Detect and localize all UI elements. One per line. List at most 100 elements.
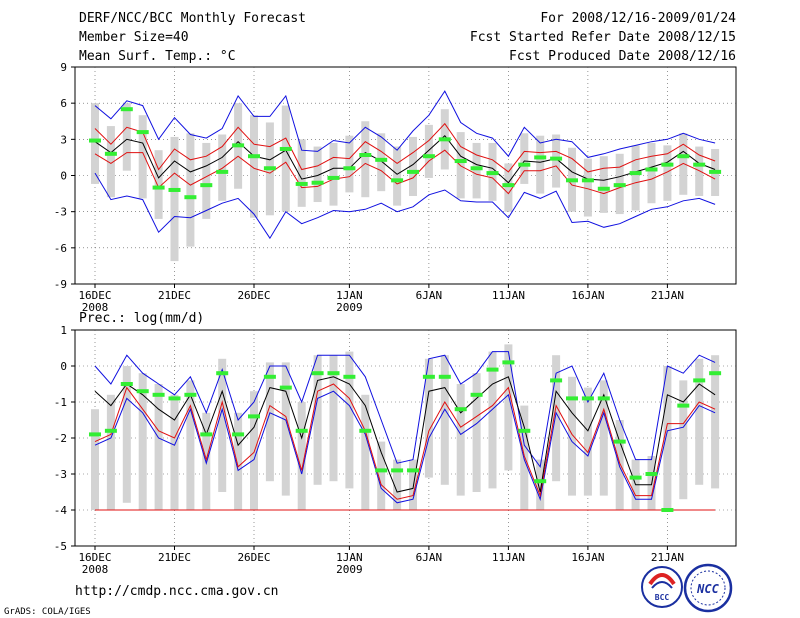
range-bar: [695, 358, 704, 485]
series-spread-lower: [94, 149, 716, 195]
y-tick-label: -6: [54, 242, 67, 255]
observed-marker: [470, 392, 483, 397]
x-tick-label: 21JAN: [651, 551, 684, 564]
range-bar: [472, 373, 481, 492]
footer-url[interactable]: http://cmdp.ncc.cma.gov.cn: [75, 584, 279, 599]
range-bar: [377, 441, 386, 510]
observed-marker: [216, 371, 229, 376]
observed-marker: [375, 468, 388, 473]
member-size: Member Size=40: [79, 30, 189, 45]
observed-marker: [661, 162, 674, 167]
y-tick-label: -4: [54, 504, 68, 517]
observed-marker: [263, 374, 276, 379]
range-bar: [583, 387, 592, 496]
range-bar: [377, 133, 386, 192]
observed-marker: [407, 169, 419, 174]
range-bar: [679, 133, 688, 195]
range-bar: [91, 409, 99, 510]
observed-marker: [550, 156, 563, 161]
range-bar: [329, 355, 338, 482]
x-tick-label: 16JAN: [571, 551, 604, 564]
y-tick-label: 6: [60, 97, 67, 110]
range-bar: [504, 163, 513, 212]
range-bar: [424, 124, 433, 178]
x-tick-label: 16JAN: [571, 289, 604, 302]
observed-marker: [645, 472, 658, 476]
observed-marker: [518, 162, 531, 167]
observed-marker: [709, 371, 722, 376]
observed-marker: [391, 468, 404, 473]
range-bar: [393, 459, 402, 510]
bcc-logo: BCC: [641, 566, 683, 608]
observed-marker: [184, 392, 197, 397]
range-bar: [456, 384, 465, 496]
observed-marker: [677, 403, 690, 408]
observed-marker: [136, 130, 149, 135]
observed-marker: [104, 151, 117, 156]
observed-marker: [343, 166, 356, 171]
range-bar: [361, 394, 370, 510]
x-tick-year: 2009: [336, 301, 363, 314]
observed-marker: [709, 169, 722, 174]
y-tick-label: -2: [54, 432, 67, 445]
observed-marker: [89, 432, 101, 437]
observed-marker: [629, 475, 642, 480]
range-bar: [409, 459, 417, 510]
x-tick-label: 21JAN: [651, 289, 684, 302]
range-bar: [599, 380, 608, 496]
observed-marker: [422, 154, 435, 159]
footer-credit: GrADS: COLA/IGES: [4, 607, 91, 617]
range-bar: [679, 380, 688, 500]
observed-marker: [486, 171, 499, 176]
observed-marker: [311, 371, 324, 376]
x-tick-label: 11JAN: [492, 551, 525, 564]
range-bar: [186, 380, 195, 510]
range-bar: [218, 134, 227, 201]
range-bar: [106, 126, 115, 198]
x-tick-label: 1JAN: [336, 551, 363, 564]
x-tick-year: 2008: [82, 301, 109, 314]
range-bar: [536, 459, 545, 510]
series-spread-upper: [94, 122, 716, 173]
x-tick-label: 6JAN: [416, 289, 443, 302]
observed-marker: [693, 378, 706, 383]
range-bar: [297, 402, 306, 510]
range-bar: [218, 358, 227, 492]
range-bar: [695, 146, 704, 196]
x-tick-label: 1JAN: [336, 289, 363, 302]
observed-marker: [232, 432, 245, 437]
range-bar: [313, 146, 322, 203]
y-tick-label: 3: [60, 133, 67, 146]
chart-title: DERF/NCC/BCC Monthly Forecast: [79, 11, 306, 26]
observed-marker: [566, 178, 578, 183]
y-tick-label: -3: [54, 206, 67, 219]
range-bar: [440, 355, 449, 485]
observed-marker: [613, 183, 626, 188]
x-tick-label: 16DEC: [78, 289, 111, 302]
observed-marker: [343, 374, 356, 379]
observed-marker: [327, 371, 340, 376]
range-bar: [663, 145, 672, 201]
observed-marker: [232, 143, 245, 148]
observed-marker: [407, 468, 419, 473]
observed-marker: [248, 414, 260, 419]
range-bar: [345, 135, 354, 193]
range-bar: [138, 373, 147, 510]
x-tick-label: 21DEC: [158, 551, 191, 564]
x-tick-label: 26DEC: [237, 551, 270, 564]
observed-marker: [200, 432, 213, 437]
range-bar: [170, 394, 179, 510]
range-bar: [281, 105, 290, 212]
series-ensemble-max: [94, 90, 716, 158]
range-bar: [106, 394, 115, 510]
range-bar: [393, 146, 402, 206]
range-bar: [122, 366, 131, 503]
x-tick-year: 2008: [82, 563, 109, 576]
observed-marker: [502, 183, 515, 188]
series-mean: [94, 376, 716, 493]
observed-marker: [136, 389, 149, 394]
observed-marker: [693, 162, 706, 167]
range-bar: [663, 366, 672, 510]
variable-label: Mean Surf. Temp.: °C: [79, 49, 236, 64]
